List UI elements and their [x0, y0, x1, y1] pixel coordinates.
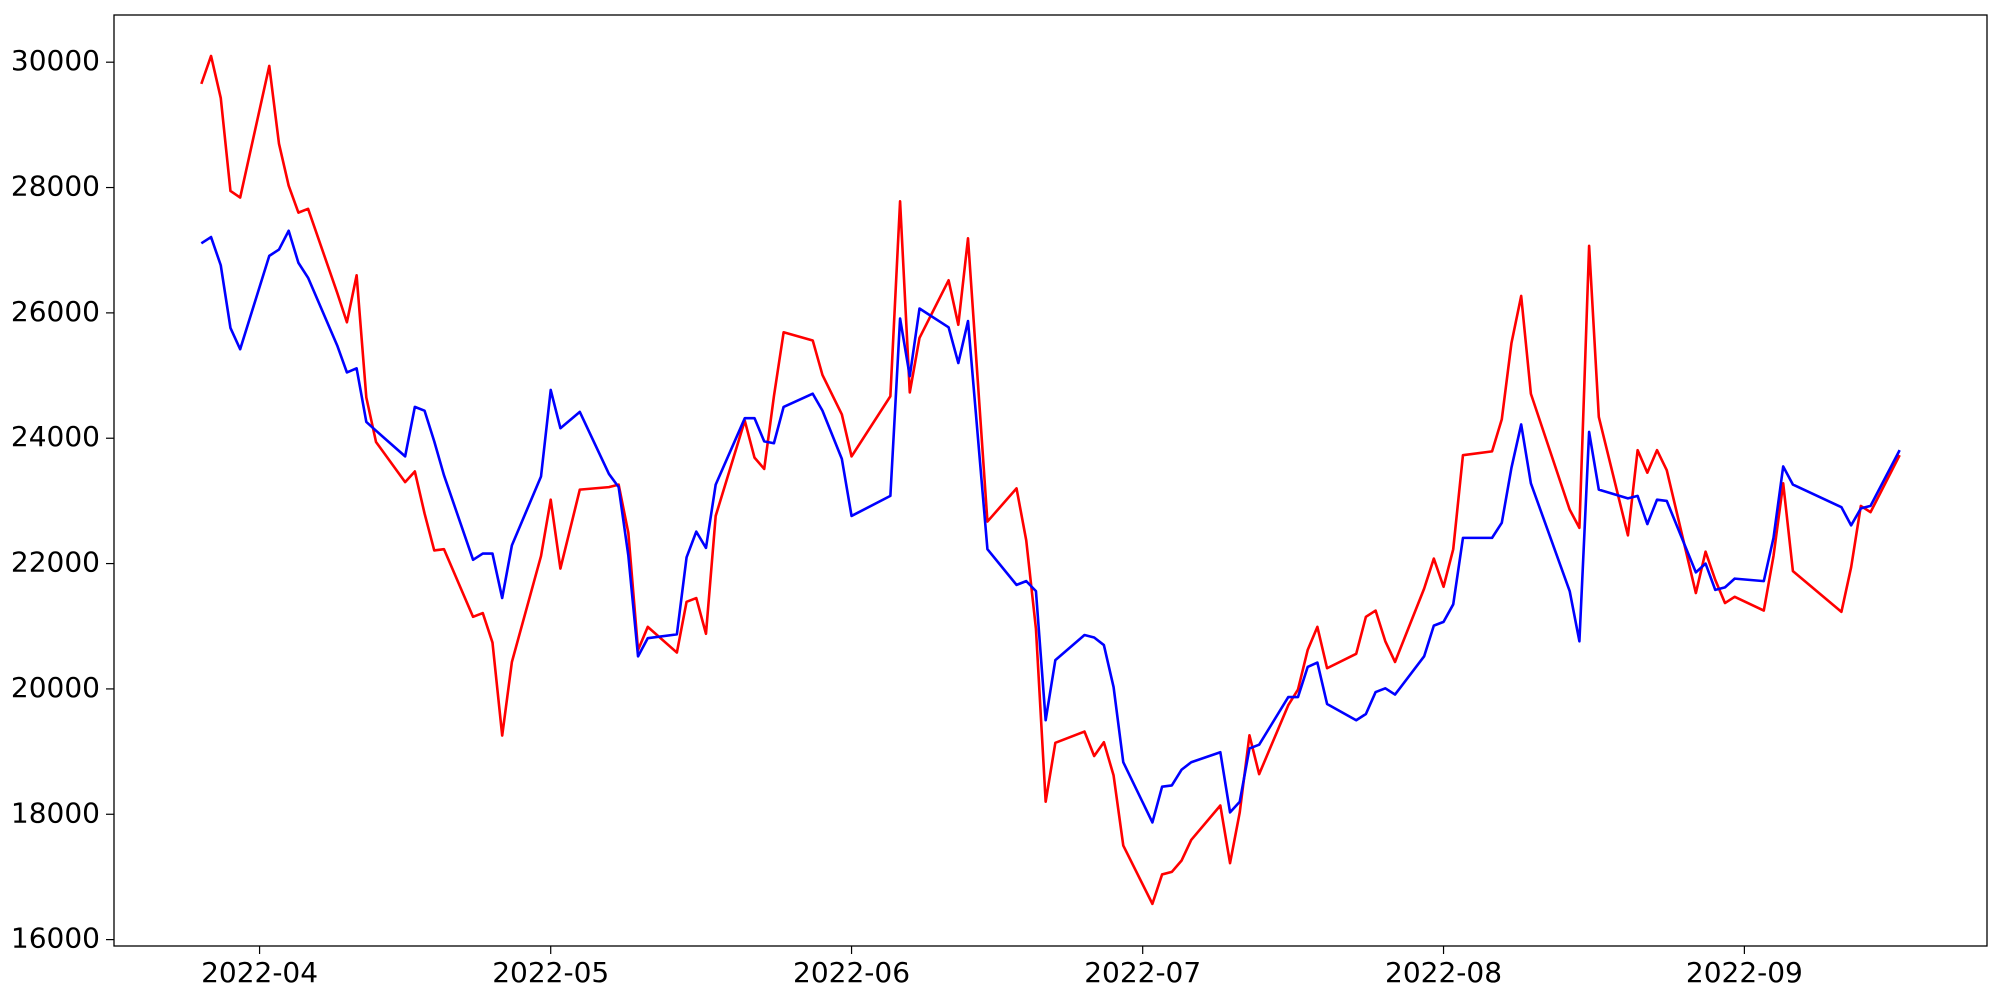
x-tick-label: 2022-07 — [1084, 956, 1201, 989]
data-line — [200, 54, 1901, 906]
y-tick-label: 18000 — [11, 796, 100, 829]
y-tick-label: 22000 — [11, 546, 100, 579]
y-tick-label: 20000 — [11, 671, 100, 704]
x-tick-label: 2022-05 — [492, 956, 609, 989]
y-tick-label: 28000 — [11, 170, 100, 203]
x-tick-label: 2022-09 — [1686, 956, 1803, 989]
y-tick-label: 16000 — [11, 922, 100, 955]
y-tick-label: 30000 — [11, 44, 100, 77]
x-tick-label: 2022-06 — [793, 956, 910, 989]
plot-frame — [113, 14, 1988, 947]
x-tick-label: 2022-08 — [1385, 956, 1502, 989]
data-line — [200, 229, 1901, 824]
x-tick-label: 2022-04 — [201, 956, 318, 989]
y-tick-label: 24000 — [11, 420, 100, 453]
y-tick-label: 26000 — [11, 295, 100, 328]
